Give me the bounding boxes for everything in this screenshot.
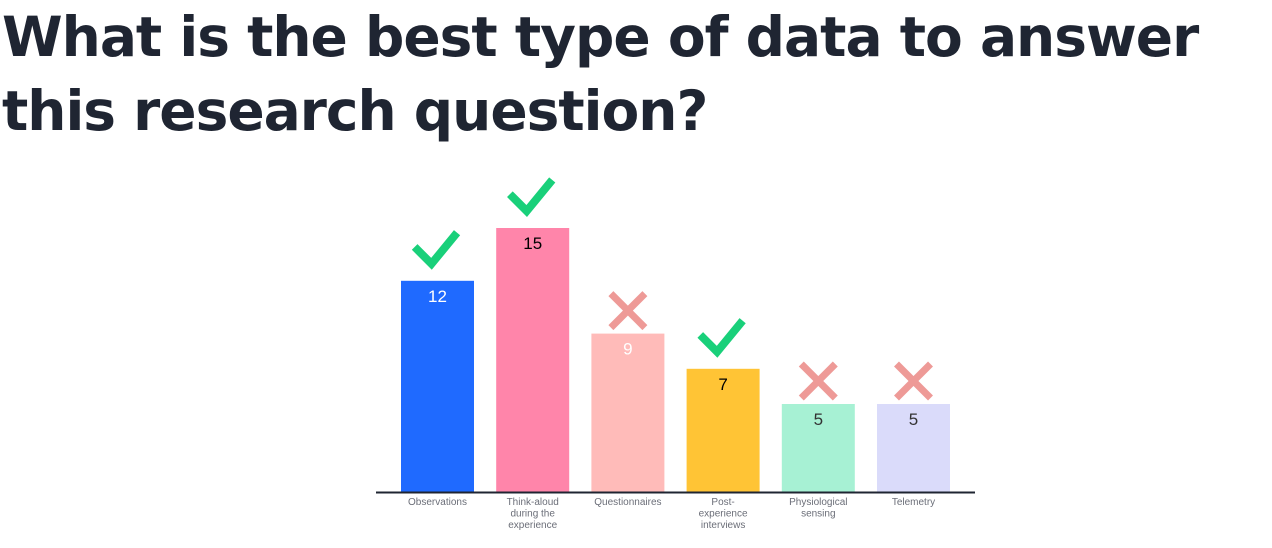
cross-icon: [798, 361, 838, 401]
category-label: Observations: [408, 497, 467, 508]
bar: [686, 368, 760, 492]
category-label: Think-aloud during the experience: [507, 497, 559, 531]
category-label: Telemetry: [892, 497, 935, 508]
bar-value-label: 5: [909, 410, 918, 429]
category-label: Questionnaires: [594, 497, 661, 508]
checkmark-icon: [411, 230, 461, 270]
bar: [591, 333, 665, 492]
bar-value-label: 5: [814, 410, 823, 429]
marks-layer: [411, 177, 933, 401]
category-label: Post-experience interviews: [699, 497, 748, 531]
bar: [781, 404, 855, 492]
cross-icon: [894, 361, 933, 401]
bar: [401, 280, 474, 492]
slide-title: What is the best type of data to answer …: [2, 5, 1199, 143]
category-label: Physiological sensing: [789, 497, 847, 520]
bar-value-label: 7: [718, 375, 727, 394]
labels-layer: 12 Observations 15 Think-aloud during the exp…: [408, 234, 935, 531]
cross-icon: [608, 291, 648, 331]
bar: [877, 404, 950, 492]
bars-layer: [401, 228, 950, 492]
bar-value-label: 9: [623, 340, 632, 359]
checkmark-icon: [507, 177, 556, 217]
checkmark-icon: [697, 318, 746, 358]
bar: [496, 228, 570, 492]
bar-value-label: 15: [523, 234, 542, 253]
bar-value-label: 12: [428, 287, 447, 306]
